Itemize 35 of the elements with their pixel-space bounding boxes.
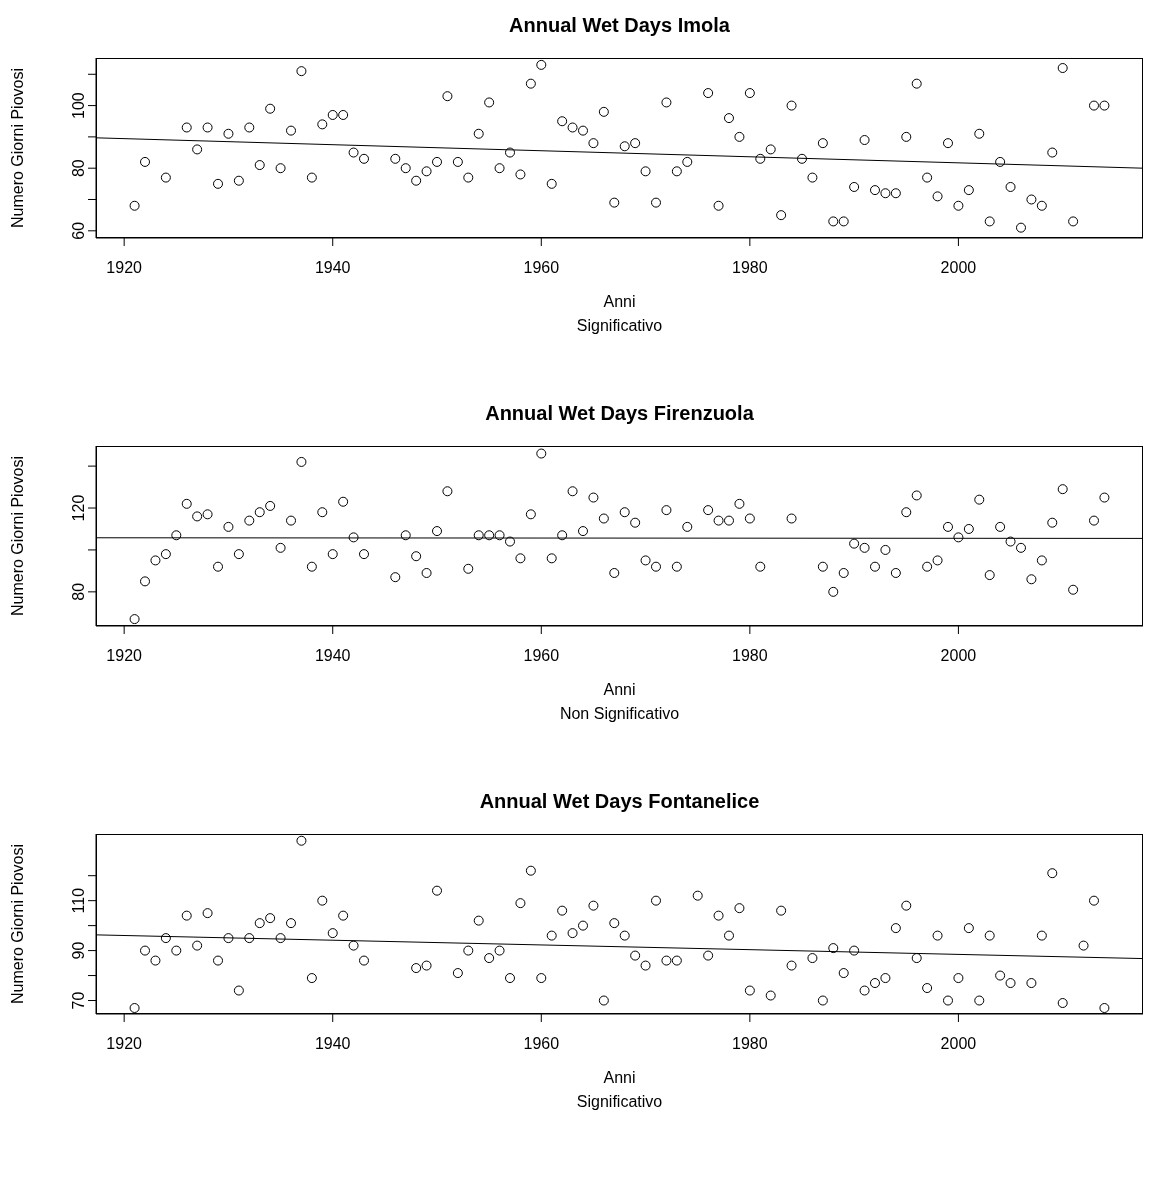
y-tick-label: 80 (69, 159, 87, 178)
x-tick-label: 2000 (940, 259, 977, 277)
y-tick-label: 110 (69, 887, 87, 914)
x-tick-label: 1960 (523, 647, 560, 665)
x-axis-title: Anni (602, 680, 637, 700)
y-tick-label: 120 (69, 494, 87, 522)
y-axis-title: Numero Giorni Piovosi (8, 455, 26, 617)
x-tick-label: 1940 (314, 1035, 351, 1053)
y-axis-title: Numero Giorni Piovosi (8, 67, 26, 229)
chart-title: Annual Wet Days Fontanelice (478, 789, 761, 814)
x-tick-label: 1920 (106, 647, 143, 665)
y-tick-label: 70 (69, 991, 87, 1010)
chart-title: Annual Wet Days Imola (508, 13, 731, 38)
y-tick-label: 60 (69, 221, 87, 240)
y-tick-label: 90 (69, 941, 87, 960)
text: Significativo (575, 316, 664, 336)
x-tick-label: 1960 (523, 1035, 560, 1053)
x-tick-label: 2000 (940, 1035, 977, 1053)
chart-title: Annual Wet Days Firenzuola (484, 401, 755, 426)
x-tick-label: 2000 (940, 647, 977, 665)
y-tick-label: 80 (69, 582, 87, 601)
x-tick-label: 1980 (732, 647, 768, 665)
x-tick-label: 1940 (314, 647, 351, 665)
x-tick-label: 1920 (106, 1035, 143, 1053)
x-tick-label: 1940 (314, 259, 351, 277)
text: Non Significativo (558, 704, 681, 724)
x-axis-title: Anni (602, 1068, 637, 1088)
x-tick-label: 1960 (523, 259, 560, 277)
y-axis-title: Numero Giorni Piovosi (8, 843, 26, 1005)
x-axis-title: Anni (602, 292, 637, 312)
text: Significativo (575, 1092, 664, 1112)
x-tick-label: 1980 (732, 1035, 768, 1053)
y-tick-label: 100 (69, 92, 87, 119)
x-tick-label: 1980 (732, 259, 768, 277)
x-tick-label: 1920 (106, 259, 143, 277)
